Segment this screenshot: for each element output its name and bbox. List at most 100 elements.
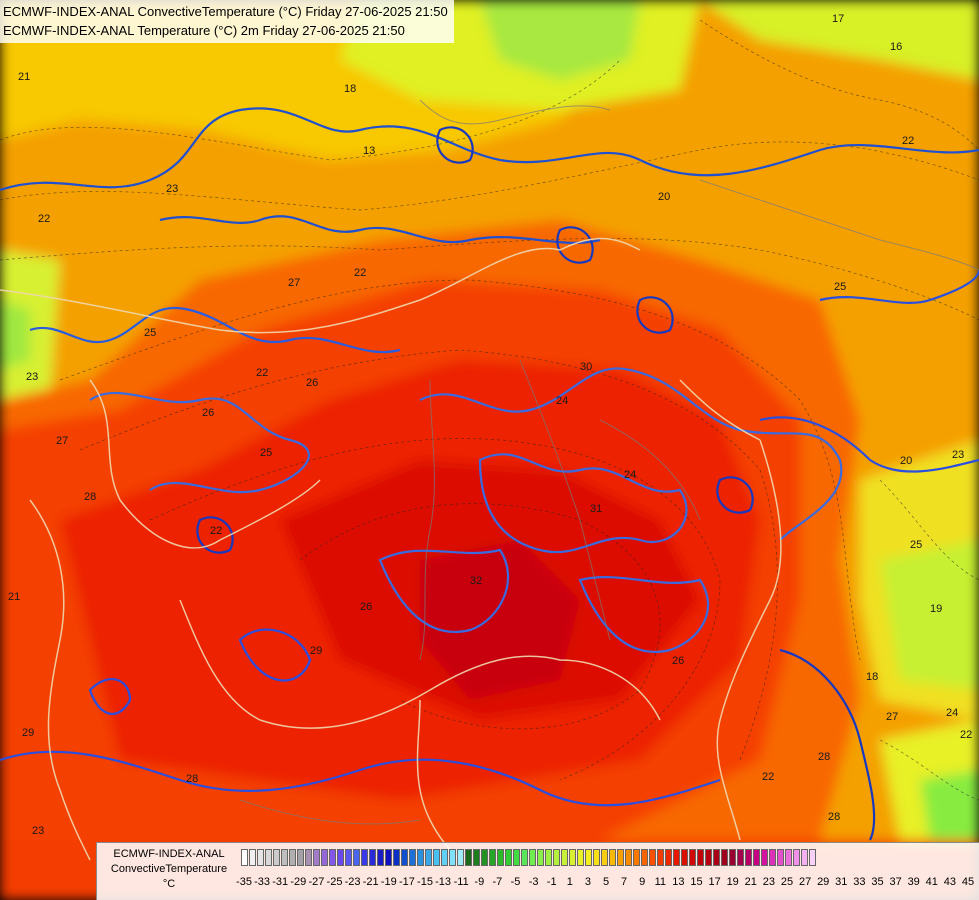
contour-label: 27 xyxy=(56,435,68,447)
legend-color-cell xyxy=(729,849,736,866)
legend-unit: °C xyxy=(162,878,176,890)
border-lines xyxy=(0,237,782,861)
legend-color-cell xyxy=(529,849,536,866)
contour-label: 24 xyxy=(624,469,636,481)
map-title-box: ECMWF-INDEX-ANAL ConvectiveTemperature (… xyxy=(0,0,454,43)
gray-borders xyxy=(239,99,979,825)
legend-color-cell xyxy=(489,849,496,866)
legend-color-cell xyxy=(705,849,712,866)
legend-color-cell xyxy=(273,849,280,866)
legend-color-cell xyxy=(377,849,384,866)
contour-label: 23 xyxy=(32,825,44,837)
legend-tick-label: 21 xyxy=(744,876,757,888)
legend-color-cell xyxy=(473,849,480,866)
legend-color-cell xyxy=(369,849,376,866)
legend-tick-label: 37 xyxy=(889,876,902,888)
contour-label: 21 xyxy=(18,71,30,83)
legend-color-cell xyxy=(385,849,392,866)
legend-color-cell xyxy=(601,849,608,866)
legend-color-cell xyxy=(713,849,720,866)
legend-color-cell xyxy=(497,849,504,866)
contour-label: 28 xyxy=(828,811,840,823)
legend-line-variable: ConvectiveTemperature xyxy=(110,863,228,875)
contour-label: 22 xyxy=(354,267,366,279)
contour-label: 25 xyxy=(910,539,922,551)
contour-label: 28 xyxy=(818,751,830,763)
legend-color-cell xyxy=(809,849,816,866)
contour-label: 25 xyxy=(144,327,156,339)
legend-color-cell xyxy=(753,849,760,866)
legend-tick-label: 1 xyxy=(566,876,573,888)
legend-color-cell xyxy=(665,849,672,866)
legend-color-cell xyxy=(257,849,264,866)
legend-tick-label: -21 xyxy=(362,876,379,888)
legend-tick-label: -17 xyxy=(398,876,415,888)
legend-color-cell xyxy=(313,849,320,866)
legend-color-cell xyxy=(249,849,256,866)
legend-color-cell xyxy=(769,849,776,866)
contour-label: 27 xyxy=(886,711,898,723)
legend-color-cell xyxy=(441,849,448,866)
legend-color-cell xyxy=(801,849,808,866)
legend-tick-label: -29 xyxy=(290,876,307,888)
contour-label: 22 xyxy=(210,525,222,537)
legend-color-cell xyxy=(401,849,408,866)
legend-color-cell xyxy=(609,849,616,866)
contour-labels: 21 18 13 17 16 22 23 22 20 27 22 25 25 2… xyxy=(8,13,972,837)
contour-label: 24 xyxy=(946,707,958,719)
contour-label: 19 xyxy=(930,603,942,615)
convective-contours xyxy=(0,107,979,841)
legend-tick-label: -31 xyxy=(272,876,289,888)
contour-label: 29 xyxy=(22,727,34,739)
legend-color-cell xyxy=(721,849,728,866)
contour-label: 18 xyxy=(344,83,356,95)
legend-ticks: -35 -33 -31 -29 -27 -25 -23 -21 -19 -17 -15 -13 -11-… xyxy=(236,876,976,892)
legend-color-bar xyxy=(241,849,817,868)
contour-label: 23 xyxy=(26,371,38,383)
contour-label: 31 xyxy=(590,503,602,515)
contour-label: 20 xyxy=(900,455,912,467)
legend-color-cell xyxy=(393,849,400,866)
legend-color-cell xyxy=(521,849,528,866)
legend-color-cell xyxy=(425,849,432,866)
legend-color-cell xyxy=(545,849,552,866)
contour-label: 26 xyxy=(672,655,684,667)
legend-tick-label: -15 xyxy=(417,876,433,888)
legend-tick-label: 13 xyxy=(672,876,685,888)
contour-label: 22 xyxy=(960,729,972,741)
contour-label: 28 xyxy=(186,773,198,785)
legend-color-cell xyxy=(353,849,360,866)
legend-color-cell xyxy=(297,849,304,866)
legend-color-cell xyxy=(561,849,568,866)
legend-color-cell xyxy=(321,849,328,866)
legend-color-cell xyxy=(761,849,768,866)
contour-label: 23 xyxy=(952,449,964,461)
legend-tick-label: -13 xyxy=(435,876,452,888)
legend-tick-label: -35 xyxy=(236,876,252,888)
legend-color-cell xyxy=(737,849,744,866)
legend-color-cell xyxy=(433,849,440,866)
legend-color-cell xyxy=(457,849,464,866)
contour-label: 17 xyxy=(832,13,844,25)
legend-tick-label: 29 xyxy=(817,876,830,888)
legend-tick-label: 3 xyxy=(584,876,591,888)
legend-tick-label: 35 xyxy=(871,876,884,888)
contour-label: 30 xyxy=(580,361,592,373)
legend-tick-label: 9 xyxy=(639,876,646,888)
legend-color-cell xyxy=(329,849,336,866)
contour-label: 20 xyxy=(658,191,670,203)
contour-label: 18 xyxy=(866,671,878,683)
contour-label: 22 xyxy=(256,367,268,379)
contour-label: 23 xyxy=(166,183,178,195)
legend-color-cell xyxy=(697,849,704,866)
contour-label: 32 xyxy=(470,575,482,587)
legend-color-cell xyxy=(681,849,688,866)
legend-color-cell xyxy=(641,849,648,866)
legend-title: ECMWF-INDEX-ANAL ConvectiveTemperature °… xyxy=(99,847,239,892)
legend-tick-label: 31 xyxy=(835,876,848,888)
legend-color-cell xyxy=(633,849,640,866)
contour-label: 24 xyxy=(556,395,568,407)
legend-color-cell xyxy=(417,849,424,866)
